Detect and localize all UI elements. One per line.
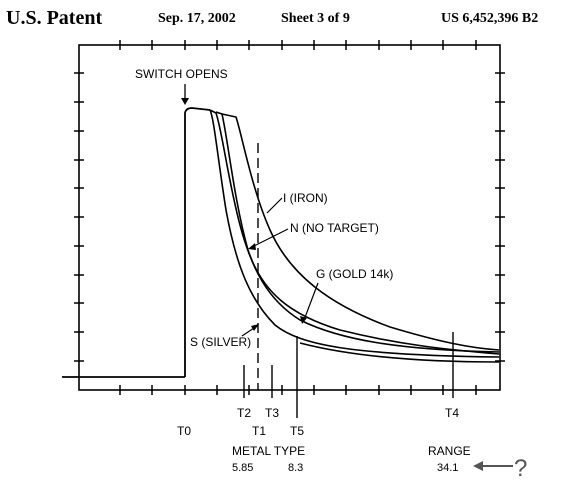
marker-t5: T5 xyxy=(290,424,304,438)
plot-frame xyxy=(78,44,501,391)
page-header: U.S. Patent Sep. 17, 2002 Sheet 3 of 9 U… xyxy=(6,7,538,29)
curve-iron xyxy=(221,113,500,351)
header-sheet: Sheet 3 of 9 xyxy=(281,11,350,26)
metal-type-value-2: 8.3 xyxy=(288,462,303,474)
label-no-target: N (NO TARGET) xyxy=(290,221,379,235)
range-arrowhead xyxy=(473,461,483,471)
leader-silver-arrowhead xyxy=(251,324,259,331)
range-value: 34.1 xyxy=(437,462,458,474)
leader-iron xyxy=(266,197,283,214)
curve-gold xyxy=(215,111,500,355)
marker-t4: T4 xyxy=(445,406,459,420)
switch-opens-label: SWITCH OPENS xyxy=(135,67,228,81)
leader-gold xyxy=(303,282,319,321)
time-marker-lines xyxy=(243,332,454,418)
label-silver: S (SILVER) xyxy=(190,335,251,349)
metal-type-label: METAL TYPE xyxy=(232,444,305,458)
tick-marks xyxy=(74,40,505,395)
curve-no-target xyxy=(209,109,500,353)
label-iron: I (IRON) xyxy=(283,191,328,205)
switch-opens-arrowhead xyxy=(181,98,189,105)
leader-gold-arrowhead xyxy=(300,316,307,324)
leader-no-target xyxy=(249,228,289,249)
marker-t1: T1 xyxy=(252,424,266,438)
leader-no-target-arrowhead xyxy=(248,243,256,250)
header-patent-number: US 6,452,396 B2 xyxy=(441,11,538,26)
label-gold: G (GOLD 14k) xyxy=(316,267,393,281)
range-label: RANGE xyxy=(428,444,471,458)
marker-t2: T2 xyxy=(237,406,251,420)
marker-t0: T0 xyxy=(177,424,191,438)
range-query-mark: ? xyxy=(514,455,527,482)
curve-tail xyxy=(299,342,500,363)
curve-silver xyxy=(209,109,500,358)
metal-type-value-1: 5.85 xyxy=(232,462,253,474)
header-publisher: U.S. Patent xyxy=(6,7,102,29)
marker-t3: T3 xyxy=(265,406,279,420)
rising-edge-trace xyxy=(184,107,211,377)
header-date: Sep. 17, 2002 xyxy=(158,11,236,26)
